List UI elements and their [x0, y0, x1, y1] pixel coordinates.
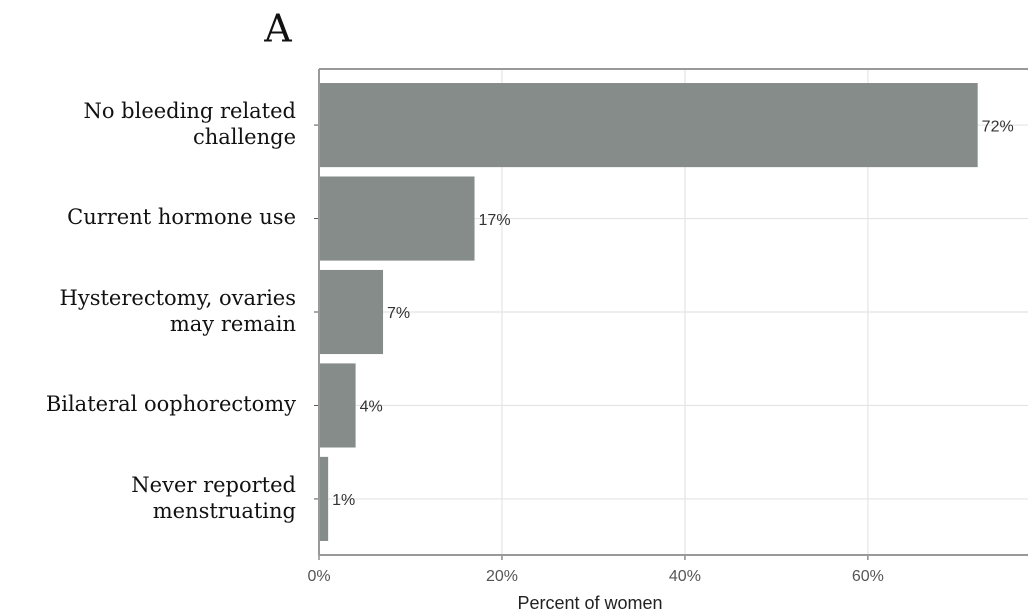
bar	[319, 269, 384, 355]
y-tick-label: Bilateral oophorectomy	[46, 392, 296, 416]
y-tick-label: Hysterectomy, ovaries may remain	[60, 286, 296, 336]
bar	[319, 83, 978, 168]
bar	[319, 456, 329, 541]
value-label: 4%	[360, 399, 383, 416]
bar	[319, 176, 475, 261]
y-tick-label: Current hormone use	[67, 205, 296, 229]
x-tick-label: 40%	[669, 568, 701, 585]
x-tick-label: 20%	[486, 568, 518, 585]
y-tick-label: No bleeding related challenge	[83, 99, 296, 149]
y-tick-label: Never reported menstruating	[131, 472, 296, 522]
x-axis-title: Percent of women	[517, 593, 662, 613]
bar	[319, 363, 356, 448]
x-tick-label: 60%	[852, 568, 884, 585]
value-label: 1%	[332, 492, 355, 509]
x-tick-label: 0%	[307, 568, 330, 585]
value-label: 7%	[387, 305, 410, 322]
panel-label: A	[263, 7, 292, 51]
value-label: 72%	[982, 118, 1014, 135]
value-label: 17%	[479, 212, 511, 229]
